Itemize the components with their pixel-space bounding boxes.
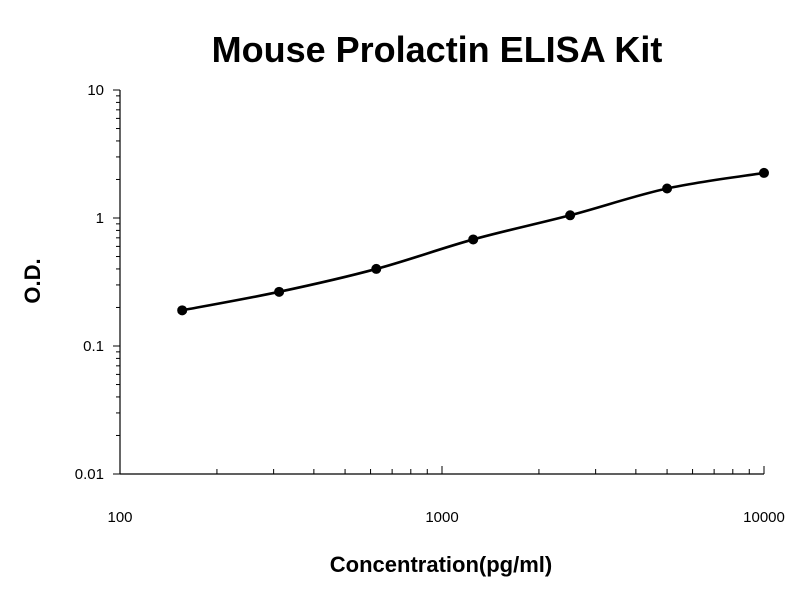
data-point: [759, 167, 769, 178]
plot-area: 0.01 0.1 1 10 100 1000 10000: [75, 82, 785, 526]
data-point: [662, 183, 673, 194]
x-tick-label: 1000: [425, 509, 458, 526]
y-tick-label: 0.1: [83, 338, 104, 355]
data-point: [565, 210, 576, 221]
x-axis-title: Concentration(pg/ml): [330, 552, 552, 577]
chart-title: Mouse Prolactin ELISA Kit: [212, 29, 663, 70]
data-point: [371, 263, 382, 274]
data-point: [468, 234, 479, 245]
y-tick-label: 1: [96, 210, 104, 227]
data-point: [274, 286, 285, 297]
x-tick-label: 100: [107, 509, 132, 526]
y-axis-title: O.D.: [20, 258, 45, 303]
y-tick-label: 0.01: [75, 466, 104, 483]
data-point: [177, 305, 188, 316]
y-tick-label: 10: [87, 82, 104, 99]
x-tick-label: 10000: [743, 509, 785, 526]
